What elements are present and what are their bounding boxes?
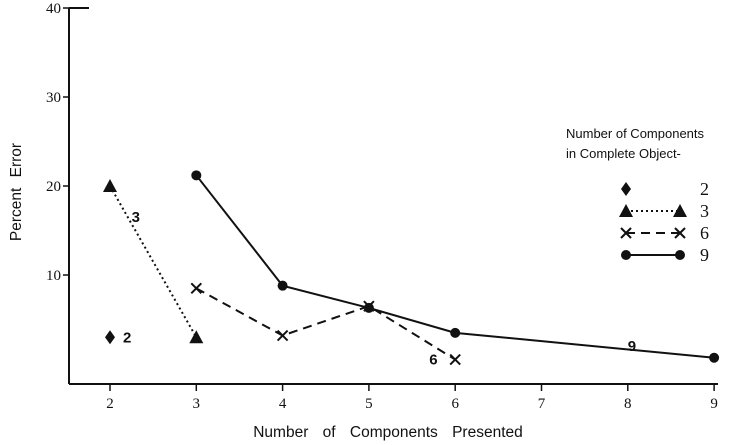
point-series-6-1 [276,329,289,342]
x-tick-label-8: 8 [624,396,632,412]
y-axis-label: Percent Error [8,143,25,241]
x-axis-label: Number of Components Presented [253,424,523,441]
legend-marker-start-3 [619,204,633,217]
legend-item-3: 3 [619,201,709,221]
legend-title-line-2: in Complete Object- [566,146,681,161]
legend: Number of Components in Complete Object-… [566,126,709,265]
y-tick-label-30: 30 [46,90,61,106]
x-tick-label-6: 6 [451,396,459,412]
legend-label-6: 6 [700,223,709,243]
point-series-3-1 [189,330,204,344]
legend-title-line-1: Number of Components [566,126,705,141]
y-tick-label-20: 20 [46,179,61,195]
point-series-6-3 [449,353,461,366]
inline-label-series-3: 3 [132,209,140,226]
legend-marker-end-9 [675,250,685,260]
point-series-9-4 [709,352,720,363]
legend-label-9: 9 [700,245,709,265]
series-lines [109,174,715,361]
point-series-6-0 [190,282,203,295]
x-tick-label-5: 5 [365,396,373,412]
x-tick-label-3: 3 [193,396,201,412]
legend-item-2: 2 [621,179,709,199]
point-series-9-3 [450,327,461,338]
y-tick-label-40: 40 [46,1,61,17]
inline-label-series-9: 9 [628,338,636,355]
x-tick-label-7: 7 [538,396,546,412]
legend-marker-end-6 [674,227,686,239]
y-tick-label-10: 10 [46,268,61,284]
series-line-6 [195,287,456,361]
x-tick-label-4: 4 [279,396,287,412]
point-series-3-0 [103,179,117,192]
legend-label-3: 3 [700,201,709,221]
x-tick-label-9: 9 [710,396,718,412]
legend-marker-2 [621,182,631,196]
point-series-9-2 [363,302,374,313]
legend-item-9: 9 [621,245,709,265]
series-markers [103,170,720,366]
inline-series-labels: 2 3 6 9 [123,209,636,368]
series-line-3 [109,185,198,338]
inline-label-series-6: 6 [429,352,437,369]
inline-label-series-2: 2 [123,329,131,346]
legend-marker-end-3 [673,204,687,217]
legend-item-6: 6 [620,223,709,243]
x-tick-label-2: 2 [106,396,114,412]
legend-marker-start-6 [620,227,632,239]
point-series-2-0 [105,330,115,345]
legend-marker-start-9 [621,250,631,260]
point-series-9-0 [191,170,202,181]
point-series-9-1 [277,280,288,291]
legend-label-2: 2 [700,179,709,199]
